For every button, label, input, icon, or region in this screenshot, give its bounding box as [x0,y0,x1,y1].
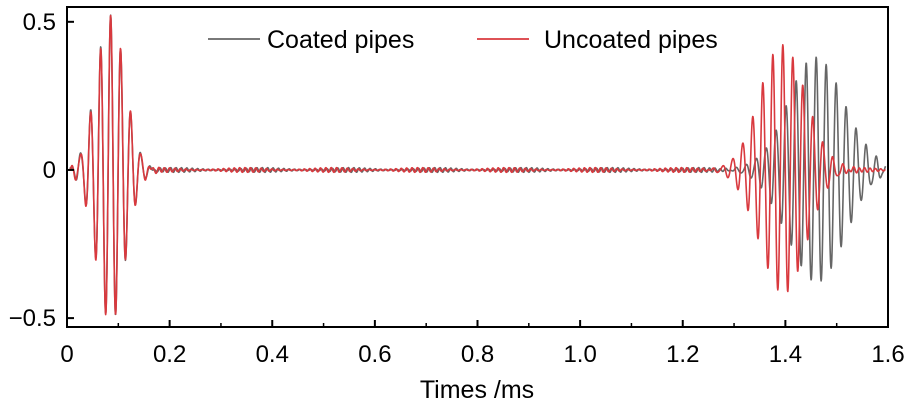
x-tick-label: 0.4 [256,341,289,368]
x-tick-label: 1.4 [769,341,802,368]
legend: Coated pipes Uncoated pipes [208,26,718,54]
y-axis: 0.5 0 −0.5 [9,9,74,332]
x-tick-label: 0 [60,341,73,368]
x-tick-label: 0.2 [153,341,186,368]
y-tick-label: −0.5 [9,305,56,332]
x-tick-label: 1.6 [871,341,904,368]
y-tick-label: 0 [43,157,56,184]
x-tick-label: 1.2 [666,341,699,368]
y-tick-label: 0.5 [23,9,56,36]
x-axis: 0 0.2 0.4 0.6 0.8 1.0 1.2 1.4 1.6 [60,320,905,368]
legend-label: Uncoated pipes [544,26,718,54]
x-tick-label: 1.0 [563,341,596,368]
x-tick-label: 0.8 [461,341,494,368]
series-layer [69,14,887,316]
series-line-uncoated [69,14,886,316]
legend-label: Coated pipes [267,26,414,54]
series-line-coated [69,14,887,316]
x-axis-label: Times /ms [420,376,534,404]
x-tick-label: 0.6 [358,341,391,368]
